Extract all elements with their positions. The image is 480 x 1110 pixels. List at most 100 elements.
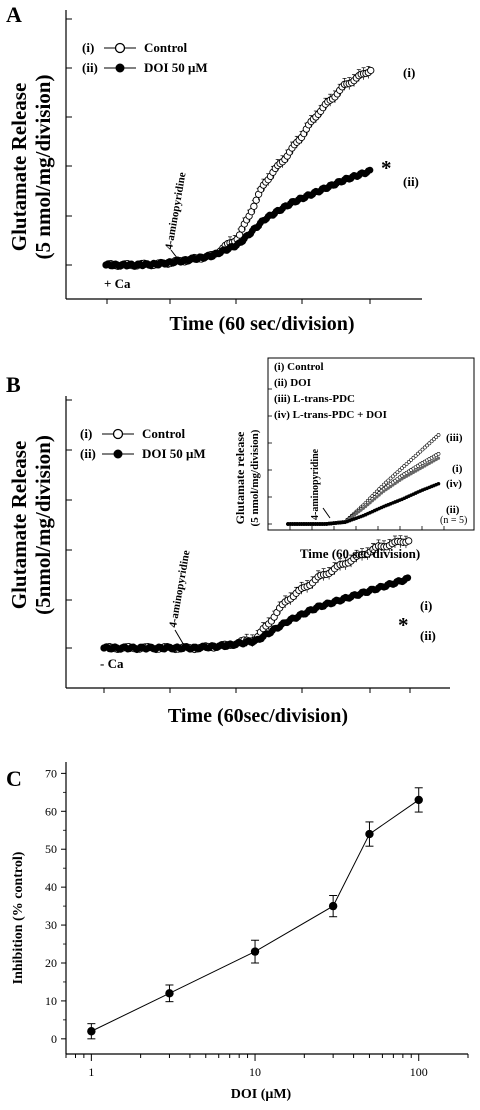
- doi-point: [366, 166, 374, 174]
- panel-b-letter: B: [6, 372, 21, 397]
- inset-point: [404, 462, 409, 466]
- inset-point: [432, 437, 436, 442]
- inset-point: [427, 441, 432, 446]
- panel-a-tag-ii: (ii): [403, 174, 419, 189]
- inset-frame: [267, 357, 475, 531]
- panel-a-ylabel-line1: Glutamate Release: [7, 83, 31, 252]
- inset-point: [434, 435, 439, 440]
- y-tick-label: 10: [45, 994, 57, 1008]
- inset-point: [357, 510, 361, 514]
- panel-b-legend-tag-2: (ii): [80, 446, 96, 461]
- panel-b-ylabel-line2: (5nmol/mg/division): [31, 435, 55, 615]
- x-tick-label: 1: [88, 1065, 94, 1079]
- inset-point: [390, 474, 395, 479]
- panel-a-ylabel-line2: (5 nmol/mg/division): [31, 75, 55, 260]
- panel-a-plot: [102, 66, 375, 270]
- panel-b-legend-control: Control: [142, 426, 185, 441]
- panel-b-tag-ii: (ii): [420, 628, 436, 643]
- data-point: [165, 989, 174, 998]
- panel-a-legend-control: Control: [144, 40, 187, 55]
- panel-a-legend-tag-2: (ii): [82, 60, 98, 75]
- inset-point: [379, 491, 384, 495]
- inset-tag-ii: (ii): [446, 504, 460, 516]
- filled-circle-icon: [113, 449, 123, 459]
- inset-tag-iii: (iii): [446, 432, 463, 444]
- inset-point: [395, 480, 400, 484]
- inset-n-label: (n = 5): [440, 515, 467, 526]
- y-tick-label: 20: [45, 956, 57, 970]
- inset-legend-1: (i) Control: [274, 361, 324, 373]
- panel-c-letter: C: [6, 766, 22, 791]
- inset-point: [400, 466, 404, 471]
- inset-point: [397, 468, 402, 473]
- inset-point: [352, 513, 356, 517]
- y-tick-label: 50: [45, 842, 57, 856]
- inset-point: [350, 515, 354, 519]
- control-point: [367, 66, 375, 75]
- doi-point: [404, 574, 412, 582]
- inset-point: [418, 449, 423, 454]
- inset-point: [425, 443, 429, 448]
- inset-point: [422, 445, 427, 450]
- data-point: [87, 1027, 96, 1036]
- inset-point: [409, 457, 414, 462]
- inset-point: [388, 476, 393, 481]
- y-tick-label: 60: [45, 804, 57, 818]
- panel-b-inset: Glutamate release (5 nmol/mg/division) (…: [233, 357, 475, 561]
- inset-tag-iv: (iv): [446, 478, 462, 490]
- inset-axes: [267, 357, 475, 531]
- inset-point: [370, 499, 374, 503]
- inset-point: [420, 447, 425, 452]
- panel-b-ion-label: - Ca: [100, 656, 124, 671]
- inset-tag-i: (i): [452, 463, 463, 475]
- inset-ylabel-line1: Glutamate release: [233, 431, 247, 524]
- inset-point: [373, 497, 377, 501]
- inset-plot: [286, 433, 441, 526]
- inset-point: [381, 482, 386, 487]
- inset-point: [395, 470, 400, 475]
- panel-b-ylabel: Glutamate Release (5nmol/mg/division): [7, 435, 55, 615]
- inset-point: [416, 451, 420, 456]
- y-tick-label: 40: [45, 880, 57, 894]
- open-circle-icon: [114, 42, 126, 54]
- panel-b-agent-arrow: [174, 629, 186, 648]
- inset-point: [411, 455, 416, 460]
- panel-a-letter: A: [6, 2, 22, 27]
- inset-point: [382, 489, 386, 493]
- inset-point: [402, 464, 407, 468]
- inset-ylabel-line2: (5 nmol/mg/division): [249, 429, 261, 526]
- panel-c-ylabel: Inhibition (% control): [11, 851, 26, 984]
- data-point: [328, 901, 338, 911]
- control-point: [405, 537, 413, 545]
- data-point: [365, 829, 374, 839]
- inset-point: [375, 495, 379, 499]
- panel-b-ylabel-line1: Glutamate Release: [7, 441, 31, 610]
- panel-a-legend-doi: DOI 50 μM: [144, 60, 208, 75]
- panel-b-plot: [100, 535, 413, 654]
- inset-point: [436, 456, 441, 460]
- panel-b-xlabel: Time (60sec/division): [168, 705, 348, 727]
- y-tick-label: 0: [51, 1032, 57, 1046]
- y-tick-label: 70: [45, 766, 57, 780]
- inset-point: [436, 481, 441, 486]
- filled-circle-icon: [115, 63, 125, 73]
- inset-point: [393, 481, 397, 486]
- inset-point: [384, 488, 388, 492]
- panel-c-xlabel: DOI (μM): [231, 1087, 292, 1102]
- x-tick-label: 100: [410, 1065, 428, 1079]
- series-line: [91, 799, 420, 1032]
- inset-legend-4: (iv) L-trans-PDC + DOI: [274, 409, 387, 421]
- inset-point: [429, 439, 434, 444]
- inset-legend-3: (iii) L-trans-PDC: [274, 393, 355, 405]
- inset-point: [377, 493, 381, 497]
- inset-point: [359, 508, 363, 512]
- panel-a-ion-label: + Ca: [104, 276, 131, 291]
- inset-point: [413, 453, 418, 458]
- panel-b-tag-i: (i): [420, 598, 432, 613]
- inset-point: [436, 452, 441, 456]
- inset-agent-arrow: [322, 507, 331, 519]
- inset-point: [379, 484, 384, 489]
- panel-b-axes: [65, 396, 450, 693]
- inset-point: [386, 486, 390, 490]
- panel-b-agent-label: 4-aminopyridine: [167, 549, 192, 628]
